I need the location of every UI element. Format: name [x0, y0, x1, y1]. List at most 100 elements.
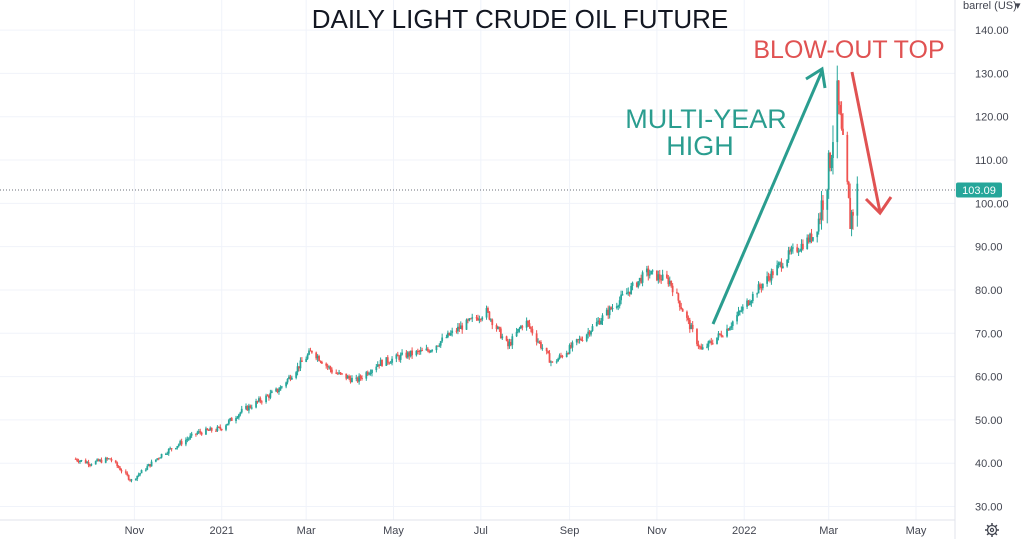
candle-body — [791, 247, 794, 249]
gear-icon[interactable] — [985, 523, 999, 537]
candle-body — [628, 291, 631, 294]
candle-body — [630, 285, 633, 294]
candle-body — [640, 277, 643, 283]
x-tick-label: 2021 — [209, 525, 233, 537]
candle-body — [159, 457, 162, 459]
candle-body — [681, 308, 684, 312]
y-tick-label: 110.00 — [975, 155, 1008, 167]
candles — [74, 65, 859, 483]
candle-body — [249, 405, 252, 408]
candle-body — [757, 284, 760, 294]
candle-body — [527, 320, 529, 324]
candle-body — [501, 336, 504, 339]
annotation-down-arrowhead — [864, 196, 893, 216]
candle-body — [657, 274, 660, 281]
candle-body — [770, 271, 773, 281]
candle-body — [827, 152, 830, 190]
candle-body — [379, 359, 382, 366]
candle-body — [761, 283, 764, 289]
candle-body — [300, 360, 303, 362]
candle-body — [509, 341, 512, 346]
chevron-down-icon[interactable]: ▾ — [1015, 0, 1021, 12]
candle-body — [830, 157, 833, 168]
candle-body — [335, 372, 338, 374]
candle-body — [376, 364, 379, 367]
candle-body — [540, 342, 542, 348]
candle-body — [186, 439, 189, 441]
candle-body — [548, 353, 551, 363]
candle-body — [822, 200, 824, 210]
candle-body — [799, 250, 801, 252]
candle-body — [117, 466, 120, 468]
candle-body — [315, 352, 318, 359]
candle-body — [446, 332, 449, 338]
candle-body — [157, 458, 160, 460]
candle-body — [846, 134, 849, 182]
candle-body — [351, 377, 353, 383]
candle-body — [309, 350, 312, 352]
candle-body — [146, 466, 149, 470]
candle-body — [280, 386, 283, 388]
candle-body — [438, 345, 441, 347]
x-tick-label: May — [906, 525, 927, 537]
candle-body — [568, 345, 571, 354]
candle-body — [147, 464, 150, 467]
candle-body — [219, 426, 222, 430]
candle-body — [295, 372, 298, 378]
x-tick-label: May — [383, 525, 404, 537]
candle-body — [796, 247, 799, 252]
candle-body — [109, 458, 111, 460]
candle-body — [787, 250, 790, 260]
candle-body — [149, 464, 152, 467]
candle-body — [391, 358, 393, 363]
candle-body — [617, 305, 620, 307]
candle-body — [557, 358, 560, 362]
candle-body — [285, 382, 288, 387]
candle-body — [641, 272, 644, 283]
candle-body — [160, 453, 163, 458]
candle-body — [319, 360, 322, 362]
candle-body — [856, 183, 859, 216]
candle-body — [318, 356, 320, 361]
unit-selector[interactable]: barrel (US) — [963, 0, 1017, 12]
candle-body — [248, 405, 250, 411]
candle-body — [258, 398, 260, 402]
candle-body — [74, 458, 77, 460]
candle-body — [545, 347, 548, 352]
candle-body — [809, 233, 811, 242]
candle-body — [288, 376, 290, 379]
candle-body — [710, 341, 713, 344]
candle-body — [489, 319, 492, 321]
candle-body — [99, 459, 101, 462]
candle-body — [686, 311, 688, 318]
candle-body — [179, 441, 182, 445]
candle-body — [852, 212, 854, 216]
candle-body — [371, 370, 373, 373]
candle-body — [538, 341, 541, 343]
candle-body — [728, 327, 731, 331]
candle-body — [687, 317, 690, 320]
candle-body — [507, 340, 509, 347]
candle-body — [349, 378, 352, 383]
candle-body — [190, 433, 193, 436]
candle-body — [655, 270, 658, 281]
candle-body — [94, 461, 97, 465]
candle-body — [461, 325, 464, 330]
annotation-multi-year-high-line2: HIGH — [666, 131, 734, 161]
candle-body — [786, 259, 789, 267]
y-tick-label: 100.00 — [975, 198, 1009, 210]
candle-body — [721, 336, 724, 338]
candle-body — [240, 408, 243, 413]
candle-body — [77, 460, 80, 463]
candle-body — [678, 300, 681, 308]
candle-body — [276, 388, 279, 393]
candle-body — [457, 326, 459, 332]
candle-body — [531, 328, 534, 334]
candle-body — [615, 306, 618, 308]
candle-body — [771, 271, 774, 276]
candle-body — [206, 428, 209, 430]
candle-body — [107, 458, 110, 460]
candle-body — [660, 278, 663, 281]
candle-body — [819, 218, 821, 220]
